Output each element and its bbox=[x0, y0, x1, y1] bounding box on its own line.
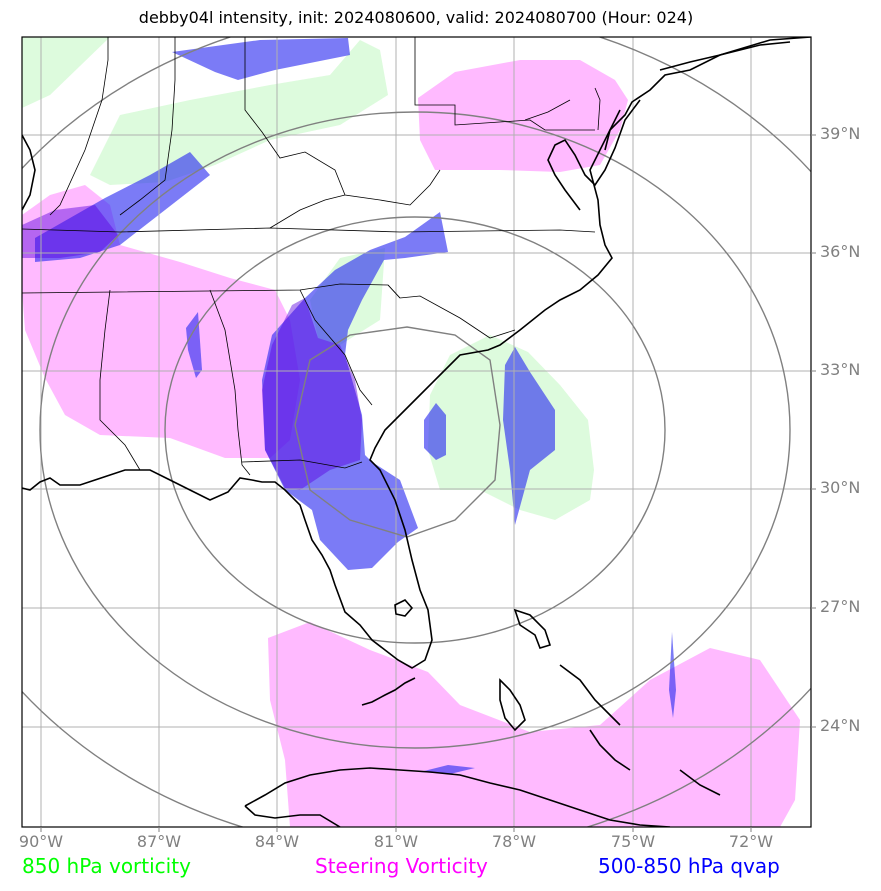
coastline-delaware bbox=[604, 109, 621, 151]
qvap-area-north bbox=[172, 38, 350, 80]
lat-label-39n: 39°N bbox=[820, 124, 861, 143]
coastline-east bbox=[22, 37, 811, 669]
lon-label-72w: 72°W bbox=[728, 832, 774, 851]
coastline-bahamas-2 bbox=[499, 678, 526, 732]
qvap-area-offshore-east bbox=[503, 347, 555, 525]
vorticity-850-area-midwest bbox=[90, 40, 388, 185]
qvap-area-offshore-west bbox=[424, 403, 446, 460]
lat-label-24n: 24°N bbox=[820, 716, 861, 735]
coastline-lake-okeechobee bbox=[394, 599, 414, 617]
coastline-cuba bbox=[244, 767, 671, 827]
lon-label-81w: 81°W bbox=[373, 832, 419, 851]
coastline-long-island bbox=[659, 41, 791, 71]
lat-label-30n: 30°N bbox=[820, 478, 861, 497]
legend-vorticity-850: 850 hPa vorticity bbox=[22, 854, 191, 878]
lat-lon-grid bbox=[22, 37, 811, 827]
coastline-cuba-west bbox=[244, 805, 341, 827]
lon-label-87w: 87°W bbox=[136, 832, 182, 851]
coastline-bahamas-4 bbox=[589, 729, 631, 771]
qvap-area-bahamas bbox=[669, 632, 676, 718]
legend-qvap: 500-850 hPa qvap bbox=[598, 854, 780, 878]
lon-label-90w: 90°W bbox=[18, 832, 64, 851]
legend-steering-vorticity: Steering Vorticity bbox=[315, 854, 488, 878]
lat-label-27n: 27°N bbox=[820, 597, 861, 616]
steering-vorticity-area-northeast bbox=[418, 60, 628, 172]
axis-ticks bbox=[40, 134, 816, 832]
lon-label-84w: 84°W bbox=[254, 832, 300, 851]
steering-vorticity-area-gulf bbox=[268, 622, 800, 827]
plot-title: debby04l intensity, init: 2024080600, va… bbox=[138, 8, 694, 27]
range-ring-2 bbox=[164, 216, 666, 644]
range-ring-3 bbox=[39, 111, 791, 749]
coastline-bahamas-1 bbox=[513, 608, 552, 649]
coastline-keys bbox=[361, 677, 416, 706]
qvap-area-alabama bbox=[186, 312, 202, 378]
plot-frame bbox=[21, 36, 812, 828]
coastline-bahamas-3 bbox=[559, 664, 621, 726]
coastline-great-lake bbox=[22, 134, 36, 211]
vorticity-850-area-north bbox=[22, 37, 110, 108]
lon-label-75w: 75°W bbox=[610, 832, 656, 851]
coastlines bbox=[22, 37, 811, 827]
state-borders bbox=[22, 37, 601, 476]
coastline-chesapeake bbox=[547, 99, 641, 211]
coastline-bahamas-5 bbox=[679, 769, 721, 796]
lat-label-33n: 33°N bbox=[820, 360, 861, 379]
lon-label-78w: 78°W bbox=[491, 832, 537, 851]
qvap-area-ohio-valley bbox=[35, 152, 210, 262]
lat-label-36n: 36°N bbox=[820, 242, 861, 261]
qvap-overlap-west bbox=[22, 205, 118, 258]
